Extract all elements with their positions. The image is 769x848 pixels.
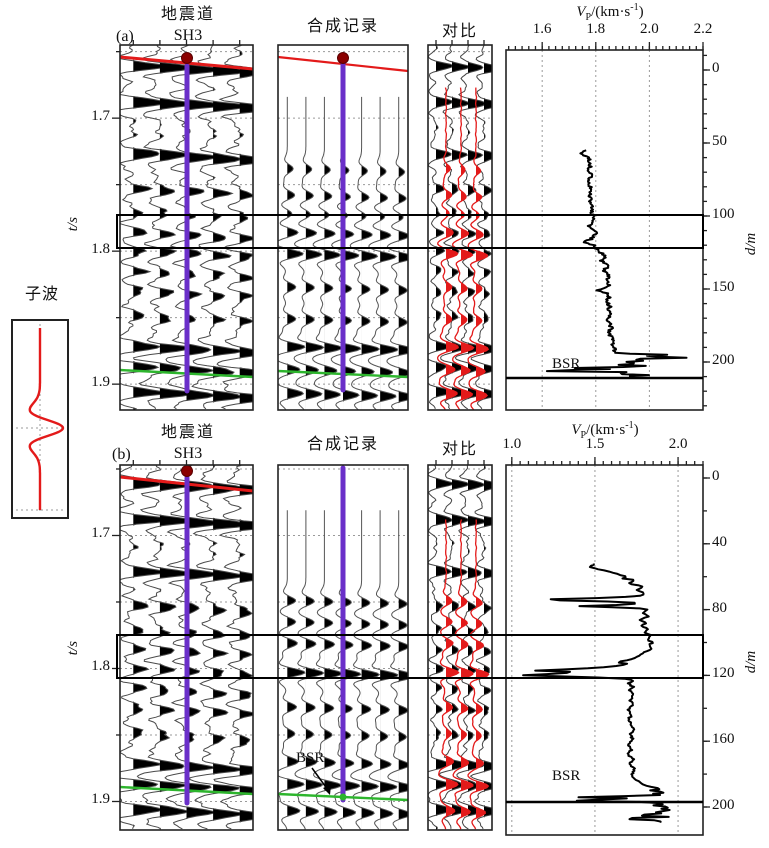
- panel-b-well-name: SH3: [173, 445, 203, 462]
- panel-b-compare-synthetic: [438, 519, 490, 830]
- vp-tick-label: 1.8: [586, 21, 606, 37]
- depth-tick-label: 120: [712, 665, 735, 682]
- panel-a-ticks: [112, 40, 710, 407]
- panel-a-well-name: SH3: [173, 27, 203, 44]
- time-tick-label: 1.8: [91, 658, 110, 675]
- bsr-green-dot: [339, 793, 347, 801]
- depth-tick-label: 50: [712, 133, 727, 149]
- wavelet-curve: [28, 328, 65, 510]
- depth-tick-label: 80: [712, 599, 727, 616]
- depth-tick-label: 200: [712, 797, 735, 813]
- panel-b-synthetic-traces: [278, 510, 408, 830]
- depth-tick-label: 150: [712, 279, 735, 295]
- vp-exponent: -1: [625, 420, 634, 431]
- vp-subscript: P: [585, 12, 592, 23]
- depth-tick-label: 40: [712, 533, 727, 550]
- panel-b-time-axis-label: t/s: [64, 641, 81, 656]
- depth-tick-label: 0: [712, 468, 720, 484]
- panel-b-seismic-traces: [120, 465, 253, 830]
- panel-b-vp-axis-title: VP/(km·s-1): [535, 420, 675, 441]
- vp-tick-label: 1.5: [585, 436, 605, 452]
- vp-tick-label: 1.0: [502, 436, 522, 452]
- highlight-band-a: [116, 214, 704, 249]
- vp-units: /(km·s: [586, 422, 626, 438]
- panel-a-velocity-log: [545, 149, 688, 378]
- panel-a-tag: (a): [116, 28, 134, 45]
- panel-b-compare-seismic: [428, 465, 492, 830]
- highlight-band-b: [116, 634, 704, 679]
- vp-tick-label: 2.0: [640, 21, 659, 37]
- panel-a-vp-axis-title: VP/(km·s-1): [540, 2, 680, 23]
- panel-b-seismic-title: 地震道: [160, 424, 215, 441]
- well-head-dot: [337, 52, 349, 64]
- panel-a-synthetic-title: 合成记录: [306, 18, 379, 35]
- panel-a-time-axis-label: t/s: [64, 217, 81, 232]
- well-head-dot: [181, 465, 193, 477]
- panel-a-bsr-label: BSR: [552, 356, 581, 372]
- panel-b-bsr-synthetic-label: BSR: [296, 750, 325, 766]
- vp-units: /(km·s: [591, 4, 631, 20]
- vp-tick-label: 2.0: [668, 436, 688, 452]
- time-tick-label: 1.9: [91, 374, 110, 391]
- panel-a-synthetic-traces: [278, 96, 408, 410]
- depth-tick-label: 200: [712, 352, 735, 368]
- vp-subscript: P: [580, 430, 587, 441]
- panel-b-compare-title: 对比: [441, 441, 478, 458]
- well-head-dot: [181, 52, 193, 64]
- panel-b-tag: (b): [112, 446, 131, 463]
- vp-tick-label: 2.2: [693, 21, 713, 37]
- wavelet-box: [11, 319, 69, 519]
- panel-a-seismic-title: 地震道: [160, 6, 215, 23]
- vp-tick-label: 1.6: [532, 21, 552, 37]
- panel-a-borders: [119, 44, 704, 411]
- panel-a-compare-seismic: [428, 45, 492, 410]
- depth-tick-label: 0: [712, 60, 720, 76]
- panel-b-ticks: [112, 457, 710, 808]
- wavelet-title: 子波: [24, 286, 59, 303]
- panel-b-bsr-velocity-label: BSR: [552, 768, 581, 784]
- panel-b-synthetic-title: 合成记录: [306, 436, 379, 453]
- vp-symbol: V: [571, 422, 581, 438]
- vp-units-close: ): [638, 4, 644, 20]
- vp-symbol: V: [576, 4, 586, 20]
- panel-b-velocity-log: [522, 563, 671, 823]
- vp-units-close: ): [633, 422, 639, 438]
- depth-tick-label: 100: [712, 206, 735, 222]
- wavelet-panel: [11, 319, 69, 519]
- time-tick-label: 1.7: [91, 525, 110, 542]
- panel-a-compare-title: 对比: [441, 23, 478, 40]
- depth-tick-label: 160: [712, 731, 735, 748]
- time-tick-label: 1.9: [91, 791, 110, 808]
- vp-exponent: -1: [630, 2, 639, 13]
- panel-b-bsr-arrow: [311, 767, 331, 795]
- panel-a-horizons: [119, 52, 409, 394]
- panel-a-depth-axis-label: d/m: [742, 232, 759, 256]
- time-tick-label: 1.8: [91, 241, 110, 258]
- panel-a-seismic-traces: [120, 45, 253, 410]
- time-tick-label: 1.7: [91, 108, 110, 125]
